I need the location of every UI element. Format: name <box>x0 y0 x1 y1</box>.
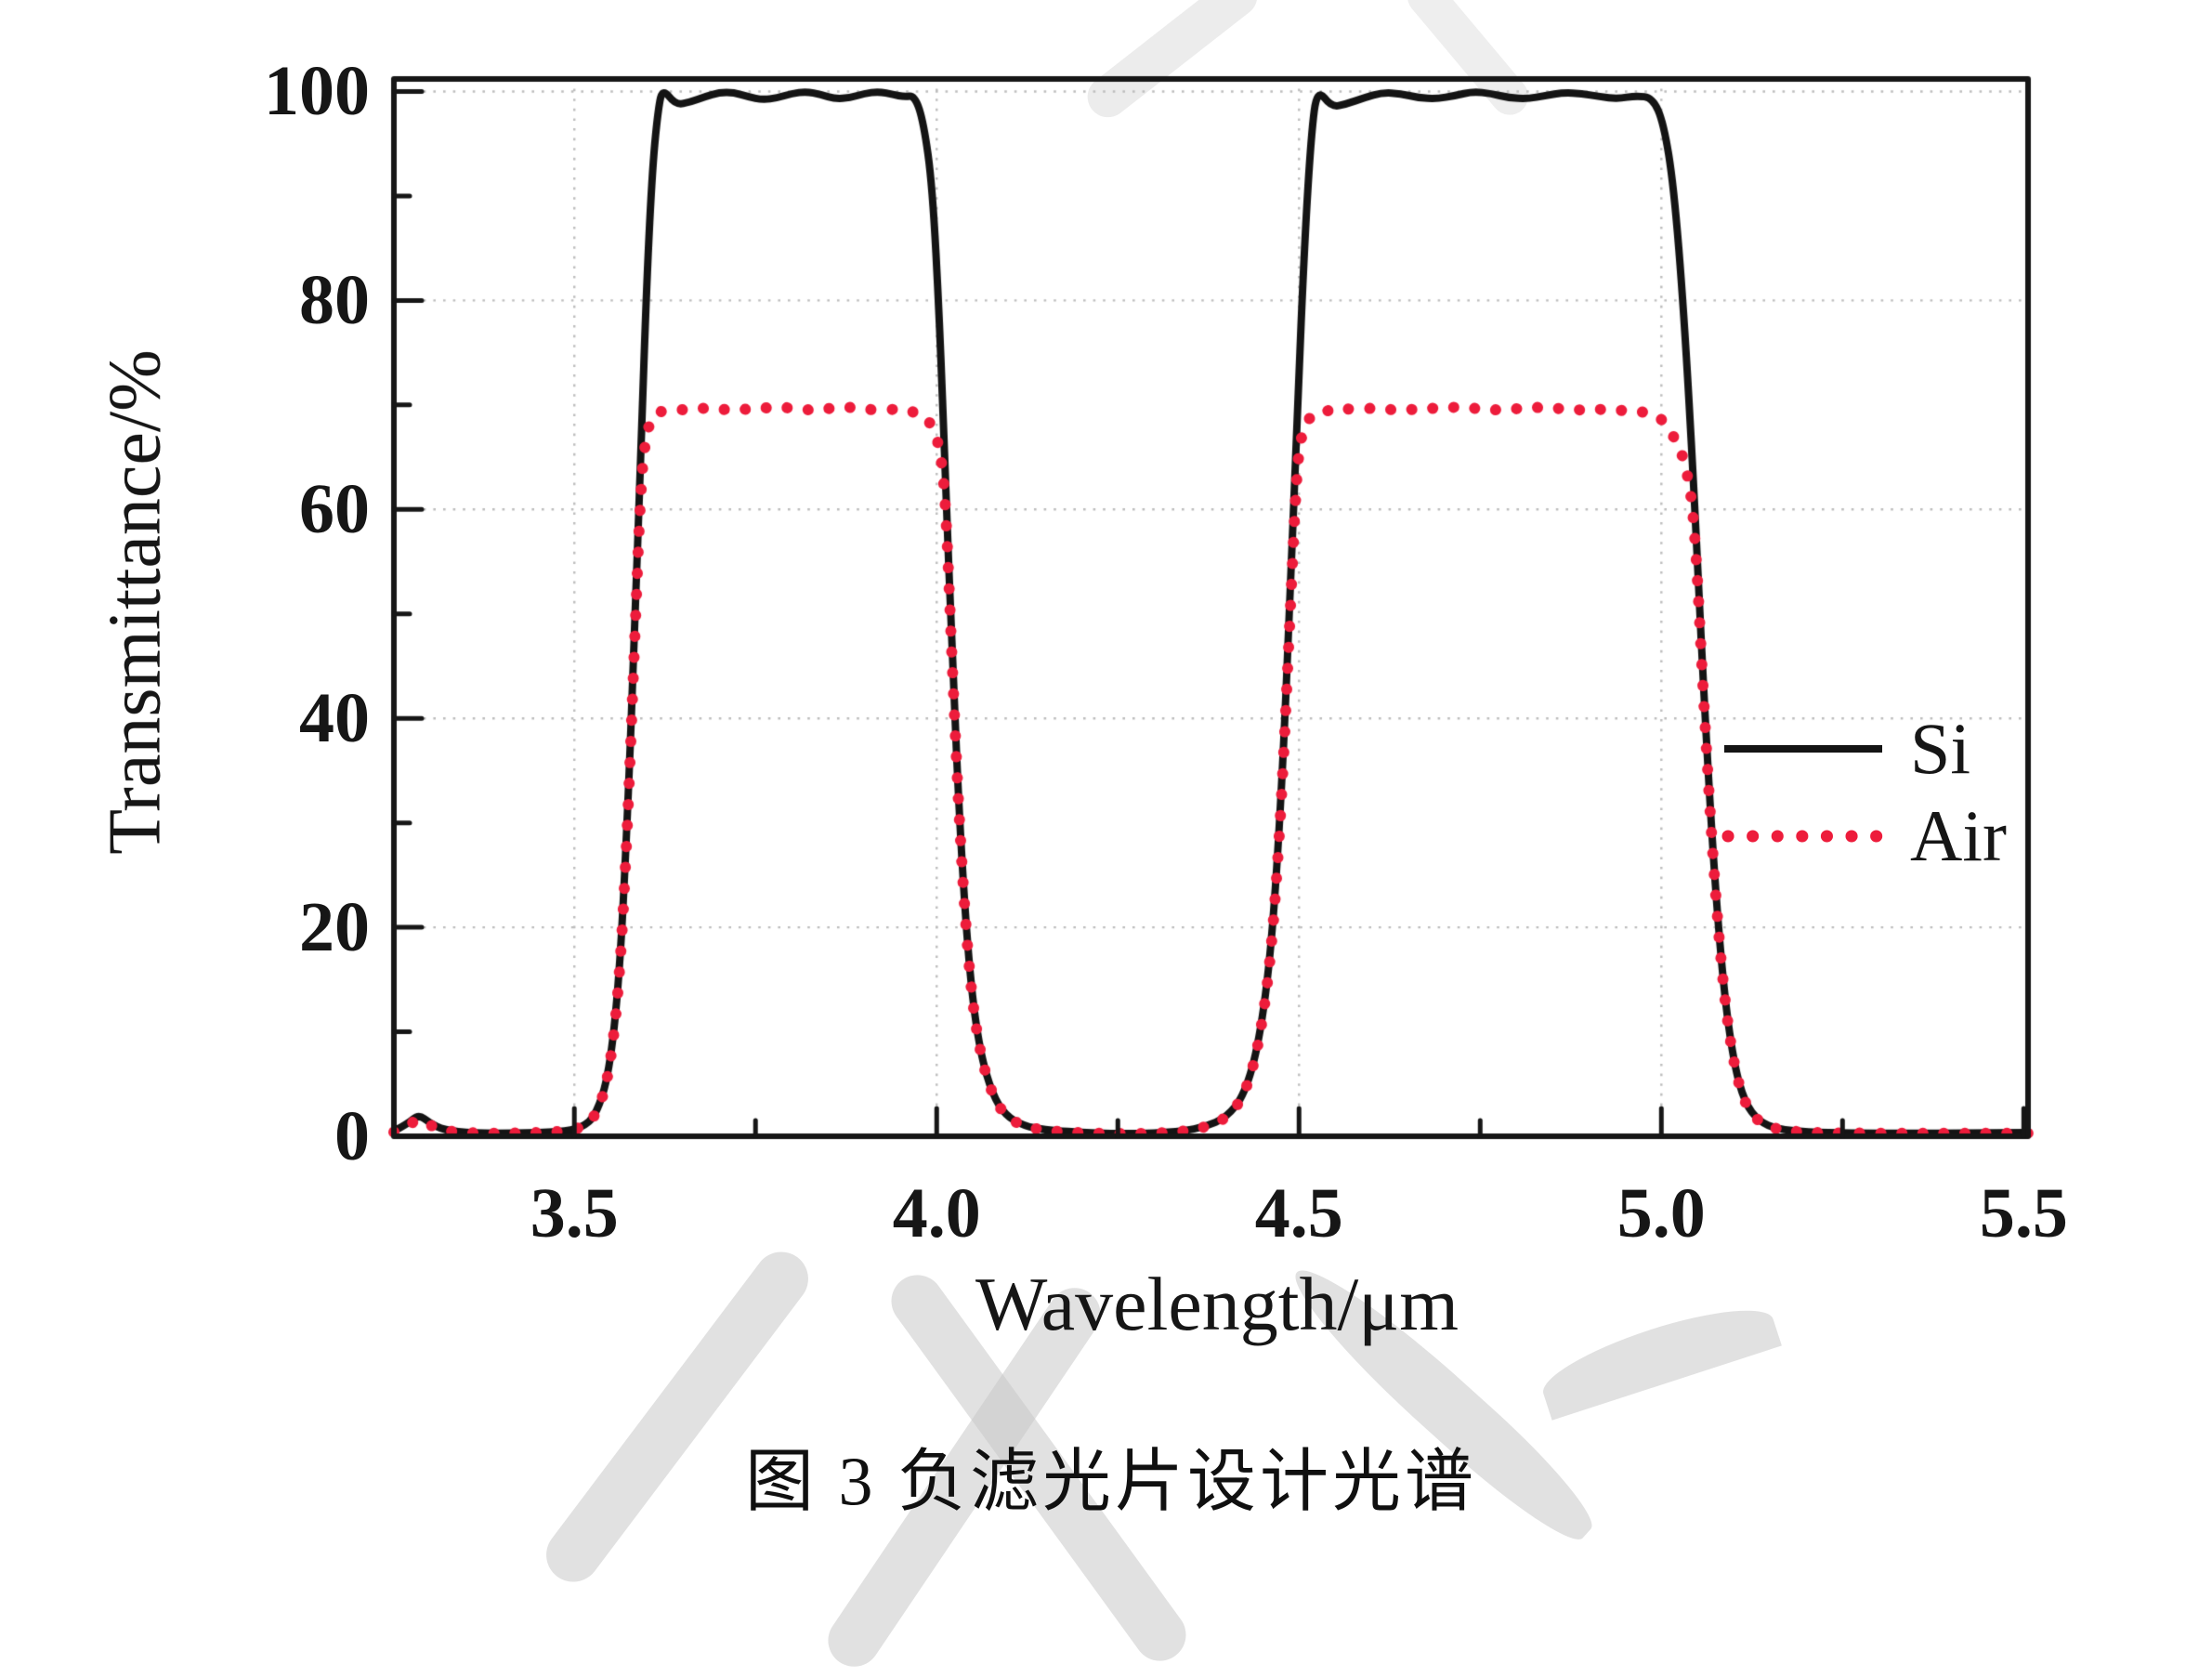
y-tick-label: 40 <box>299 679 370 758</box>
legend-entry-air: Air <box>1721 799 2007 873</box>
x-axis-title: Wavelength/μm <box>975 1262 1459 1346</box>
y-tick-label: 100 <box>264 52 370 131</box>
figure-caption: 图 3 负滤光片设计光谱 <box>745 1444 1477 1521</box>
x-tick-label: 5.0 <box>1616 1174 1706 1252</box>
legend-label-si: Si <box>1910 708 1971 789</box>
air-dotted-line-icon <box>1721 830 1886 843</box>
x-tick-label: 5.5 <box>1979 1174 2068 1252</box>
x-tick-label: 4.5 <box>1254 1174 1343 1252</box>
x-tick-label: 4.0 <box>892 1174 981 1252</box>
y-tick-label: 20 <box>299 888 370 967</box>
si-solid-line-icon <box>1724 745 1882 753</box>
x-tick-label: 3.5 <box>530 1174 619 1252</box>
y-tick-label: 60 <box>299 470 370 549</box>
y-axis-title: Transmittance/% <box>94 349 177 855</box>
legend: Si Air <box>1721 712 2007 886</box>
legend-label-air: Air <box>1910 795 2007 876</box>
chart-canvas <box>0 0 2212 1558</box>
y-tick-label: 0 <box>334 1097 370 1175</box>
legend-entry-si: Si <box>1721 712 2007 786</box>
y-tick-label: 80 <box>299 261 370 340</box>
